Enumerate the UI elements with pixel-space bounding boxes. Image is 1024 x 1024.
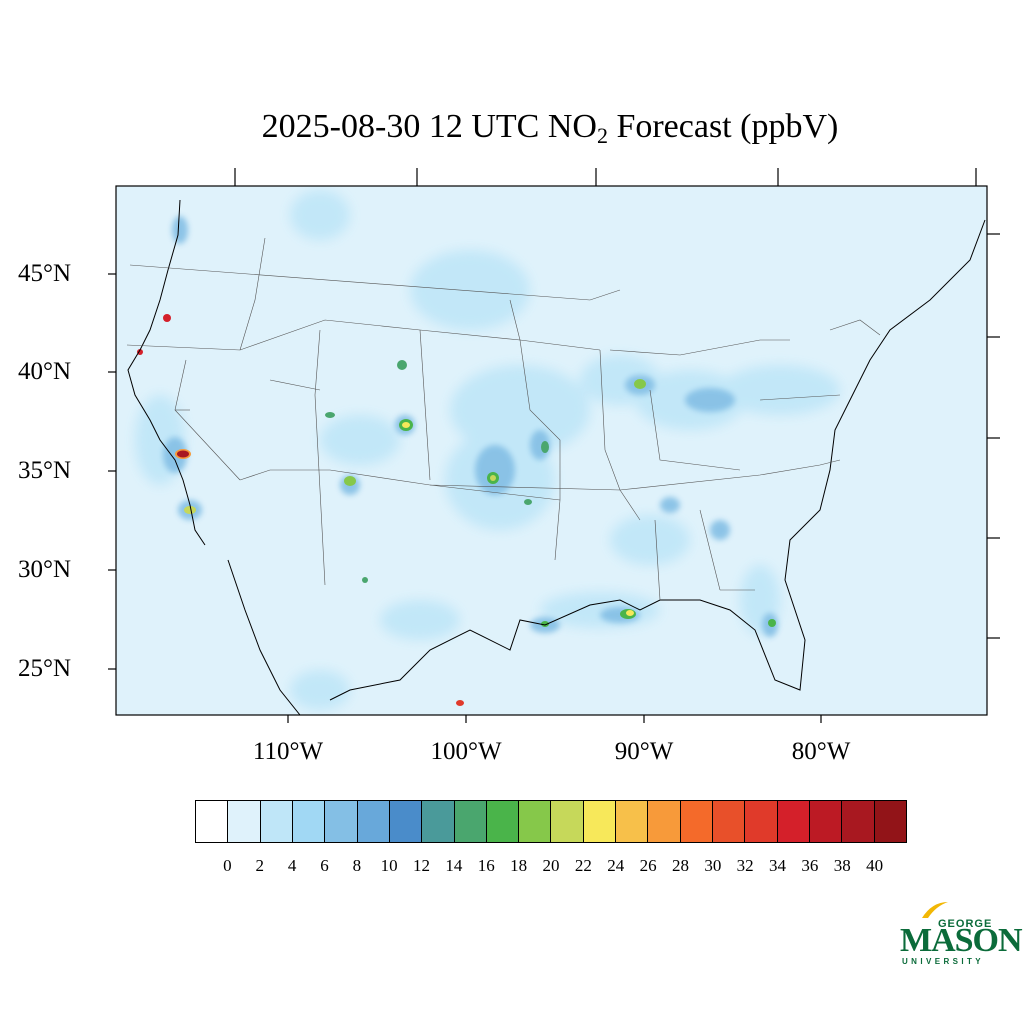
map-background bbox=[116, 186, 987, 715]
colorbar-tick-label: 36 bbox=[801, 856, 819, 875]
colorbar-swatch bbox=[228, 801, 261, 842]
colorbar-tick-label: 34 bbox=[769, 856, 787, 875]
logo-line-mason: MASON bbox=[900, 922, 1023, 959]
colorbar-tick-label: 12 bbox=[413, 856, 431, 875]
title-subscript: 2 bbox=[596, 123, 608, 148]
colorbar bbox=[195, 800, 907, 843]
lat-label-25n: 25°N bbox=[18, 655, 72, 682]
colorbar-tick-label: 22 bbox=[574, 856, 592, 875]
lat-label-30n: 30°N bbox=[18, 556, 72, 583]
lat-label-40n: 40°N bbox=[18, 358, 72, 385]
colorbar-swatch bbox=[874, 801, 906, 842]
colorbar-tick-label: 10 bbox=[380, 856, 398, 875]
hotspot-albuquerque bbox=[397, 360, 407, 370]
colorbar-tick-labels: 0 2 4 6 8 10 12 14 16 18 20 22 24 26 28 30 32 34 36 38 40 bbox=[195, 856, 907, 876]
title-prefix: 2025-08-30 12 UTC NO bbox=[261, 108, 597, 145]
logo-line-university: UNIVERSITY bbox=[902, 957, 985, 966]
lon-label-100w: 100°W bbox=[430, 738, 502, 765]
coastlines bbox=[127, 199, 986, 715]
colorbar-swatch bbox=[422, 801, 455, 842]
colorbar-swatch bbox=[389, 801, 423, 842]
colorbar-swatch bbox=[777, 801, 810, 842]
colorbar-tick-label: 14 bbox=[445, 856, 463, 875]
colorbar-swatch bbox=[486, 801, 520, 842]
colorbar-swatch bbox=[325, 801, 358, 842]
hotspot-san-diego bbox=[184, 506, 196, 514]
hotspot-phoenix bbox=[344, 476, 356, 486]
title-suffix: Forecast (ppbV) bbox=[607, 108, 839, 145]
hotspot-chicago bbox=[634, 379, 646, 389]
colorbar-swatch bbox=[680, 801, 713, 842]
colorbar-tick-label: 38 bbox=[833, 856, 851, 875]
hotspot-oklahoma bbox=[524, 499, 532, 505]
colorbar-tick-label: 6 bbox=[320, 856, 329, 875]
lat-label-45n: 45°N bbox=[18, 260, 72, 287]
colorbar-tick-label: 8 bbox=[352, 856, 362, 875]
colorbar-tick-label: 28 bbox=[671, 856, 689, 875]
colorbar-swatch bbox=[648, 801, 681, 842]
lon-label-90w: 90°W bbox=[614, 738, 674, 765]
colorbar-swatch bbox=[713, 801, 746, 842]
state-borders bbox=[126, 237, 881, 601]
map-frame bbox=[115, 185, 988, 716]
logo-swoosh-icon bbox=[922, 902, 948, 918]
colorbar-swatch bbox=[842, 801, 875, 842]
colorbar-swatch bbox=[357, 801, 390, 842]
colorbar-tick-label: 18 bbox=[510, 856, 528, 875]
hotspot-portland bbox=[163, 314, 171, 322]
colorbar-swatch bbox=[551, 801, 584, 842]
hotspot-tampa bbox=[768, 619, 776, 627]
colorbar-tick-label: 16 bbox=[477, 856, 495, 875]
colorbar-swatch bbox=[292, 801, 326, 842]
hotspot-salt-lake bbox=[325, 412, 335, 418]
colorbar-swatch bbox=[616, 801, 649, 842]
colorbar-tick-label: 40 bbox=[866, 856, 884, 875]
colorbar-swatch bbox=[745, 801, 778, 842]
colorbar-tick-label: 26 bbox=[639, 856, 657, 875]
tick-marks bbox=[108, 168, 1000, 723]
lon-label-80w: 80°W bbox=[791, 738, 851, 765]
colorbar-tick-label: 32 bbox=[736, 856, 754, 875]
colorbar-tick-label: 20 bbox=[542, 856, 560, 875]
colorbar-swatch bbox=[809, 801, 843, 842]
hotspot-el-paso bbox=[362, 577, 368, 583]
colorbar-swatch bbox=[260, 801, 293, 842]
hotspot-kansas-city bbox=[541, 441, 549, 453]
map-title: 2025-08-30 12 UTC NO2 Forecast (ppbV) bbox=[0, 108, 1024, 148]
colorbar-swatch bbox=[519, 801, 552, 842]
colorbar-swatch bbox=[454, 801, 487, 842]
hotspot-sf-bay bbox=[137, 349, 143, 355]
colorbar-tick-label: 24 bbox=[607, 856, 625, 875]
lat-label-35n: 35°N bbox=[18, 457, 72, 484]
hotspot-markers bbox=[137, 314, 776, 706]
gmu-logo: GEORGE MASON UNIVERSITY bbox=[898, 900, 1023, 970]
colorbar-swatch bbox=[583, 801, 617, 842]
logo-line-george: GEORGE bbox=[938, 918, 993, 930]
hotspot-houston bbox=[541, 621, 549, 627]
colorbar-tick-label: 4 bbox=[287, 856, 297, 875]
colorbar-swatch bbox=[196, 801, 229, 842]
colorbar-tick-label: 0 bbox=[223, 856, 232, 875]
colorbar-tick-label: 2 bbox=[255, 856, 264, 875]
hotspot-monterrey bbox=[456, 700, 464, 706]
lon-label-110w: 110°W bbox=[252, 738, 324, 765]
colorbar-tick-label: 30 bbox=[704, 856, 722, 875]
